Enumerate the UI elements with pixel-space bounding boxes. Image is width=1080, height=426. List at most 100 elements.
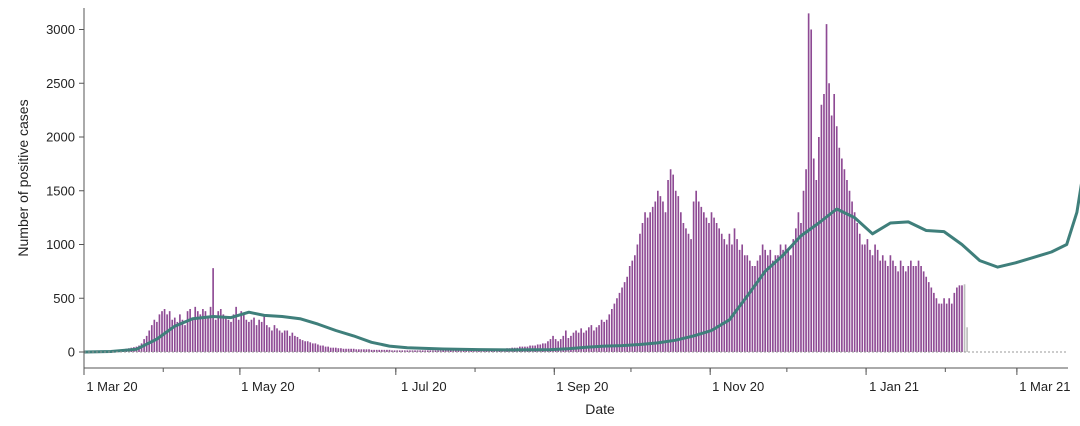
- bar: [429, 350, 432, 352]
- bar: [194, 306, 197, 352]
- bar: [368, 349, 370, 352]
- bar: [255, 325, 258, 352]
- bar: [301, 340, 304, 352]
- bar: [902, 266, 905, 352]
- y-tick-label: 0: [68, 345, 75, 360]
- y-axis-ticks: 0 500 1000 1500 2000 2500 3000: [46, 22, 84, 360]
- bar: [191, 317, 194, 352]
- bar: [212, 268, 214, 352]
- bar: [741, 244, 744, 352]
- y-tick-label: 3000: [46, 22, 75, 37]
- bar: [457, 349, 460, 352]
- bar: [851, 201, 853, 352]
- x-tick-label: 1 Sep 20: [556, 379, 608, 394]
- bar: [864, 244, 866, 352]
- y-tick-label: 1000: [46, 237, 75, 252]
- bar: [242, 314, 245, 352]
- bar: [559, 339, 562, 352]
- bar: [887, 266, 889, 352]
- bar: [715, 223, 718, 352]
- bar: [611, 309, 613, 352]
- bar: [636, 244, 639, 352]
- bar: [894, 266, 897, 352]
- bar: [411, 350, 414, 352]
- bar: [723, 239, 726, 352]
- bar: [853, 212, 856, 352]
- bar: [820, 104, 823, 352]
- bar: [680, 212, 682, 352]
- bar: [294, 335, 296, 352]
- bar: [922, 271, 925, 352]
- bar: [222, 314, 225, 352]
- bar: [792, 239, 795, 352]
- bar: [173, 317, 176, 352]
- bar: [245, 319, 248, 352]
- bar: [296, 336, 299, 352]
- bar: [442, 349, 444, 352]
- bar: [593, 330, 595, 352]
- bar: [616, 298, 618, 352]
- bar: [858, 233, 861, 352]
- bar: [414, 350, 416, 352]
- bar: [940, 303, 943, 352]
- bar: [669, 169, 672, 352]
- bar: [357, 349, 360, 352]
- bar: [749, 260, 751, 352]
- bar: [608, 314, 611, 352]
- bar: [672, 174, 674, 352]
- bar: [807, 13, 810, 352]
- bar: [590, 325, 593, 352]
- incomplete-bar: [963, 284, 966, 352]
- bar: [634, 255, 636, 352]
- bar: [910, 260, 912, 352]
- bar: [204, 311, 207, 352]
- line-series: [83, 183, 1080, 354]
- bar: [288, 335, 291, 352]
- bar: [743, 255, 746, 352]
- x-tick-label: 1 May 20: [241, 379, 294, 394]
- bar: [577, 332, 580, 352]
- bar: [856, 223, 859, 352]
- bar: [644, 212, 646, 352]
- bar: [659, 196, 662, 352]
- bar: [444, 349, 447, 352]
- bar: [726, 244, 728, 352]
- y-tick-label: 500: [53, 291, 75, 306]
- bar: [682, 223, 685, 352]
- bar: [756, 260, 759, 352]
- bar: [961, 285, 963, 352]
- bar: [759, 255, 761, 352]
- bar: [618, 292, 621, 352]
- bar: [209, 306, 212, 352]
- bar: [202, 309, 204, 352]
- bar: [462, 349, 465, 352]
- bar: [769, 249, 772, 352]
- bar: [263, 314, 266, 352]
- y-tick-label: 2000: [46, 130, 75, 145]
- bar: [375, 349, 378, 352]
- bar: [772, 260, 774, 352]
- bar: [232, 314, 235, 352]
- bar: [391, 350, 393, 352]
- bar: [406, 350, 409, 352]
- bar: [782, 249, 784, 352]
- bar: [815, 180, 818, 352]
- bar: [935, 298, 938, 352]
- bar: [664, 212, 667, 352]
- bar: [225, 317, 227, 352]
- bar: [915, 266, 917, 352]
- bar: [465, 349, 467, 352]
- bar: [920, 266, 922, 352]
- bar: [654, 201, 657, 352]
- bar: [199, 314, 202, 352]
- bar: [360, 349, 363, 352]
- bar: [324, 346, 327, 352]
- y-tick-label: 2500: [46, 76, 75, 91]
- bar: [846, 180, 848, 352]
- y-tick-label: 1500: [46, 183, 75, 198]
- bar: [603, 321, 605, 352]
- bar: [161, 311, 163, 352]
- bar: [897, 271, 899, 352]
- bar: [958, 285, 961, 352]
- bar: [779, 244, 782, 352]
